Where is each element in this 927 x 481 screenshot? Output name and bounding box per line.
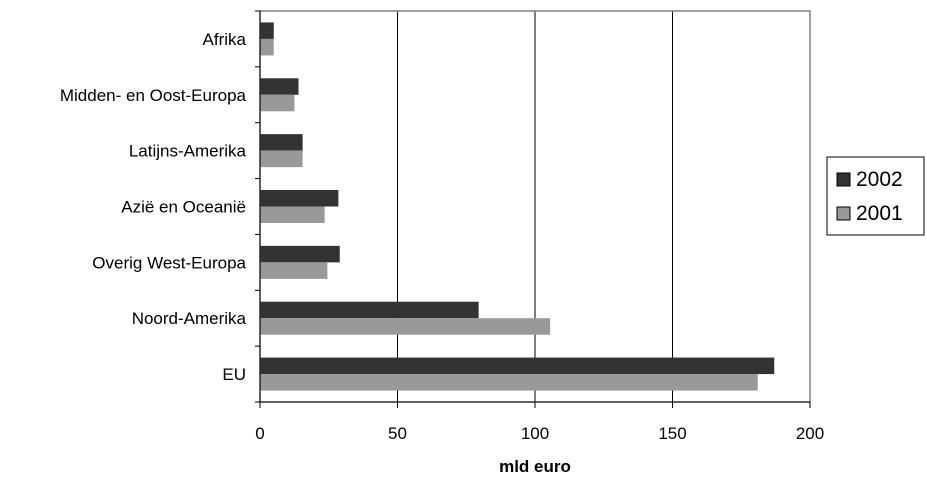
x-tick-label-150: 150 xyxy=(658,424,686,443)
category-label-azi-en-oceani-: Azië en Oceanië xyxy=(121,198,246,217)
legend-swatch-2002 xyxy=(836,172,851,187)
x-axis-title: mld euro xyxy=(499,457,571,476)
category-label-afrika: Afrika xyxy=(203,30,247,49)
bar-2001-afrika xyxy=(260,38,274,56)
bar-2001-overig-west-europa xyxy=(260,262,328,279)
bar-2001-midden-en-oost-europa xyxy=(260,94,295,112)
bar-2002-azi-en-oceani- xyxy=(260,190,339,207)
category-label-latijns-amerika: Latijns-Amerika xyxy=(129,142,247,161)
legend-frame xyxy=(826,156,925,236)
bar-2001-noord-amerika xyxy=(260,318,551,335)
category-labels: Afrika Midden- en Oost-Europa Latijns-Amer… xyxy=(60,30,247,384)
legend: 2002 2001 xyxy=(826,156,925,236)
legend-label-2001: 2001 xyxy=(856,202,903,225)
category-label-noord-amerika: Noord-Amerika xyxy=(132,309,247,328)
bar-2001-latijns-amerika xyxy=(260,150,303,168)
x-tick-label-200: 200 xyxy=(796,424,824,443)
bar-2002-noord-amerika xyxy=(260,301,479,319)
x-tick-label-100: 100 xyxy=(521,424,549,443)
category-label-eu: EU xyxy=(222,365,246,384)
bar-2002-afrika xyxy=(260,22,274,39)
bar-2002-eu xyxy=(260,357,775,375)
legend-label-2002: 2002 xyxy=(856,168,903,191)
bar-2002-overig-west-europa xyxy=(260,245,340,263)
bar-2002-latijns-amerika xyxy=(260,134,303,151)
category-label-overig-west-europa: Overig West-Europa xyxy=(92,253,246,272)
x-tick-label-50: 50 xyxy=(388,424,407,443)
bar-2001-azi-en-oceani- xyxy=(260,206,325,223)
category-label-midden-en-oost-europa: Midden- en Oost-Europa xyxy=(60,86,247,105)
bars xyxy=(260,22,775,391)
x-tick-labels: 0 50 100 150 200 xyxy=(255,424,824,443)
axis-ticks xyxy=(255,10,811,408)
x-tick-label-0: 0 xyxy=(255,424,264,443)
gridlines xyxy=(397,11,673,402)
legend-swatch-2001 xyxy=(836,206,851,221)
bar-2002-midden-en-oost-europa xyxy=(260,78,299,95)
bar-2001-eu xyxy=(260,374,758,391)
